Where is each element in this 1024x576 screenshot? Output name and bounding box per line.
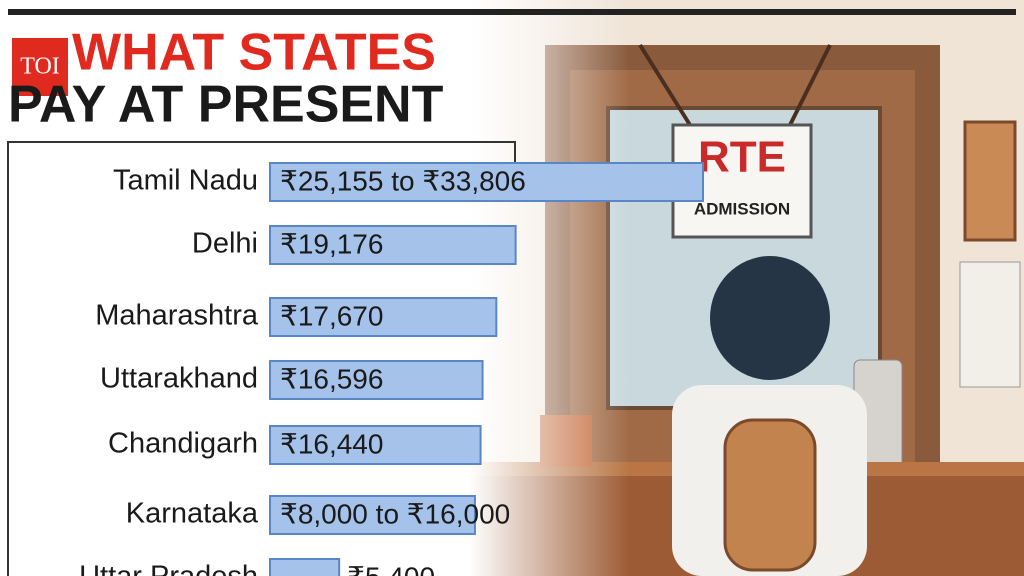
value-label: ₹5,400 [347, 561, 435, 576]
value-label: ₹25,155 to ₹33,806 [280, 165, 526, 196]
title-line-1: WHAT STATES [72, 24, 436, 82]
bar [269, 425, 482, 465]
title-line-2: PAY AT PRESENT [8, 76, 444, 134]
bar [269, 495, 476, 535]
value-label: ₹8,000 to ₹16,000 [280, 498, 510, 529]
top-rule [8, 9, 1016, 15]
fade [470, 0, 630, 576]
value-label: ₹16,596 [280, 363, 383, 394]
category-label: Maharashtra [95, 300, 259, 332]
sign-subtitle: ADMISSION [694, 199, 790, 218]
bar [269, 558, 341, 576]
boy-head [710, 256, 830, 380]
category-label: Uttarakhand [100, 363, 258, 395]
sign-title: RTE [698, 133, 786, 182]
category-label: Karnataka [126, 498, 259, 530]
sign-string [788, 44, 832, 126]
value-label: ₹17,670 [280, 300, 383, 331]
category-label: Uttar Pradesh [79, 561, 258, 576]
bar [269, 297, 498, 337]
notice-board [963, 120, 1017, 242]
sign-string [638, 43, 692, 127]
logo-box [12, 38, 68, 96]
bar [269, 225, 517, 265]
bar-area: Tamil Nadu ₹25,155 to ₹33,806 Delhi ₹19,176… [79, 162, 704, 576]
bar [269, 360, 484, 400]
value-label: ₹16,440 [280, 428, 383, 459]
value-label: ₹19,176 [280, 228, 383, 259]
notice-paper [959, 261, 1021, 388]
bar [269, 162, 704, 202]
backpack [723, 418, 817, 572]
category-label: Tamil Nadu [113, 165, 258, 197]
logo: TOI [20, 54, 60, 80]
category-label: Chandigarh [108, 428, 258, 460]
category-label: Delhi [192, 228, 258, 260]
